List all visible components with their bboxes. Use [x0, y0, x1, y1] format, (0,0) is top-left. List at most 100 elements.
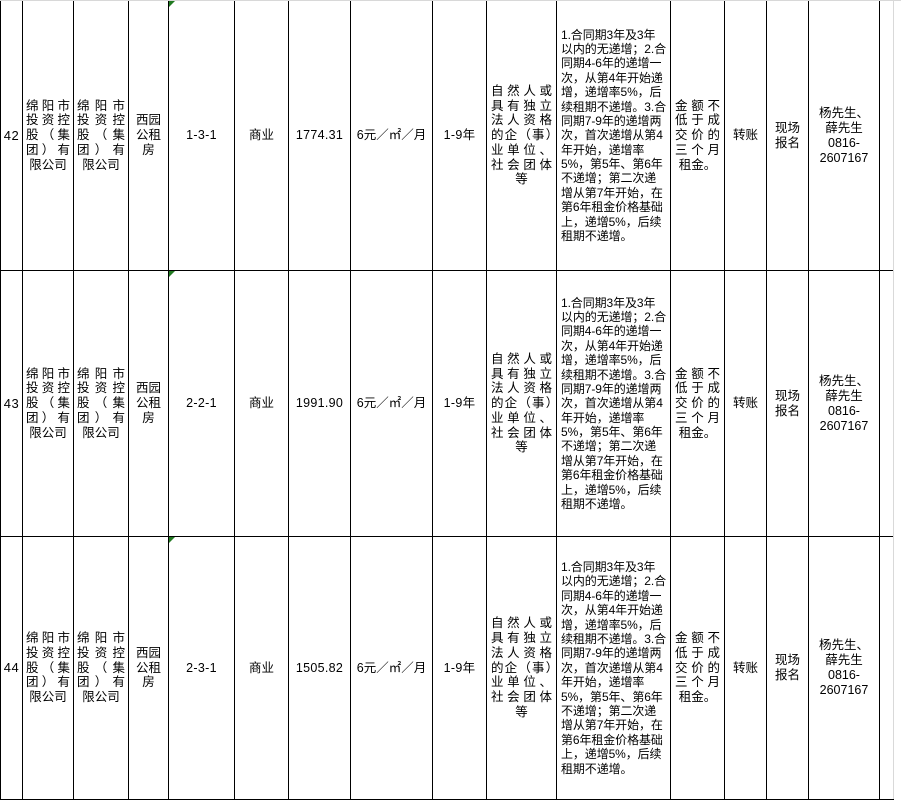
- contact-line-2: 薛先生: [825, 653, 863, 667]
- cell-rent-increment-policy[interactable]: 1.合同期3年及3年以内的无递增；2.合同期4-6年的递增一次，从第4年开始递增…: [556, 0, 671, 271]
- contact-line-3: 0816-: [828, 668, 860, 682]
- cell-serial-number[interactable]: 43: [0, 270, 23, 537]
- lease-term-text: 1-9年: [443, 660, 476, 675]
- cell-area[interactable]: 1774.31: [288, 0, 351, 271]
- payment-method-text: 转账: [732, 128, 758, 143]
- cell-unit-price[interactable]: 6元／㎡／月: [350, 0, 433, 271]
- cell-owner-unit[interactable]: 绵阳市投资控股（集团）有限公司: [22, 0, 74, 271]
- deposit-requirement-text: 金额不低于成交价的三个月租金。: [675, 98, 720, 172]
- cell-owner-unit[interactable]: 绵阳市投资控股（集团）有限公司: [22, 270, 74, 537]
- tenant-qualification-text: 自然人或具有独立法人资格的企（事）业单位、社会团体等: [491, 351, 552, 455]
- cell-spare-column[interactable]: [879, 536, 894, 800]
- table-row[interactable]: 44 绵阳市投资控股（集团）有限公司 绵阳市投资控股（集团）有限公司 西园公租房 2-3…: [0, 536, 894, 800]
- owner-unit-text: 绵阳市投资控股（集团）有限公司: [26, 631, 70, 705]
- management-unit-text: 绵阳市投资控股（集团）有限公司: [77, 98, 125, 172]
- cell-management-unit[interactable]: 绵阳市投资控股（集团）有限公司: [73, 536, 129, 800]
- contact-line-1: 杨先生、: [818, 105, 869, 120]
- cell-management-unit[interactable]: 绵阳市投资控股（集团）有限公司: [73, 270, 129, 537]
- cell-usage-type[interactable]: 商业: [234, 0, 289, 271]
- cell-tenant-qualification[interactable]: 自然人或具有独立法人资格的企（事）业单位、社会团体等: [486, 536, 557, 800]
- cell-contact-info[interactable]: 杨先生、 薛先生 0816- 2607167: [808, 0, 880, 271]
- cell-unit-price[interactable]: 6元／㎡／月: [350, 270, 433, 537]
- error-indicator-triangle-icon: [169, 271, 175, 277]
- management-unit-text: 绵阳市投资控股（集团）有限公司: [77, 366, 125, 440]
- cell-lease-term[interactable]: 1-9年: [432, 270, 487, 537]
- pale-gridline-right: [893, 0, 894, 799]
- contact-line-4: 2607167: [819, 150, 869, 165]
- cell-area[interactable]: 1991.90: [288, 270, 351, 537]
- cell-rent-increment-policy[interactable]: 1.合同期3年及3年以内的无递增；2.合同期4-6年的递增一次，从第4年开始递增…: [556, 270, 671, 537]
- cell-signup-method[interactable]: 现场报名: [766, 536, 809, 800]
- contact-line-3: 0816-: [828, 403, 860, 418]
- cell-house-code[interactable]: 2-3-1: [168, 536, 235, 800]
- cell-management-unit[interactable]: 绵阳市投资控股（集团）有限公司: [73, 0, 129, 271]
- cell-lease-term[interactable]: 1-9年: [432, 536, 487, 800]
- usage-type-text: 商业: [248, 660, 274, 675]
- cell-serial-number[interactable]: 42: [0, 0, 23, 271]
- unit-price-text: 6元／㎡／月: [356, 660, 427, 675]
- contact-line-4: 2607167: [819, 683, 869, 697]
- cell-unit-price[interactable]: 6元／㎡／月: [350, 536, 433, 800]
- cell-house-code[interactable]: 1-3-1: [168, 0, 235, 271]
- contact-line-1: 杨先生、: [818, 373, 869, 388]
- rent-increment-policy-text: 1.合同期3年及3年以内的无递增；2.合同期4-6年的递增一次，从第4年开始递增…: [561, 27, 667, 244]
- cell-signup-method[interactable]: 现场报名: [766, 270, 809, 537]
- cell-payment-method[interactable]: 转账: [724, 0, 767, 271]
- cell-tenant-qualification[interactable]: 自然人或具有独立法人资格的企（事）业单位、社会团体等: [486, 270, 557, 537]
- tenant-qualification-text: 自然人或具有独立法人资格的企（事）业单位、社会团体等: [491, 83, 552, 187]
- cell-project-name[interactable]: 西园公租房: [128, 536, 169, 800]
- rent-increment-policy-text: 1.合同期3年及3年以内的无递增；2.合同期4-6年的递增一次，从第4年开始递增…: [561, 560, 667, 776]
- owner-unit-text: 绵阳市投资控股（集团）有限公司: [26, 366, 70, 440]
- cell-serial-number[interactable]: 44: [0, 536, 23, 800]
- cell-deposit-requirement[interactable]: 金额不低于成交价的三个月租金。: [670, 270, 725, 537]
- payment-method-text: 转账: [732, 660, 758, 675]
- spare-column-text: [881, 135, 893, 137]
- table-row[interactable]: 42 绵阳市投资控股（集团）有限公司 绵阳市投资控股（集团）有限公司 西园公租房 1-3…: [0, 0, 894, 271]
- contact-info-text: 杨先生、 薛先生 0816- 2607167: [810, 105, 879, 167]
- cell-house-code[interactable]: 2-2-1: [168, 270, 235, 537]
- error-indicator-triangle-icon: [169, 537, 175, 543]
- contact-line-1: 杨先生、: [818, 638, 869, 652]
- area-text: 1505.82: [295, 660, 344, 675]
- area-text: 1774.31: [295, 128, 344, 143]
- area-text: 1991.90: [295, 396, 344, 411]
- cell-project-name[interactable]: 西园公租房: [128, 0, 169, 271]
- lease-term-text: 1-9年: [443, 396, 476, 411]
- cell-rent-increment-policy[interactable]: 1.合同期3年及3年以内的无递增；2.合同期4-6年的递增一次，从第4年开始递增…: [556, 536, 671, 800]
- cell-lease-term[interactable]: 1-9年: [432, 0, 487, 271]
- signup-method-text: 现场报名: [774, 653, 800, 682]
- cell-payment-method[interactable]: 转账: [724, 270, 767, 537]
- contact-line-2: 薛先生: [825, 120, 863, 135]
- contact-line-4: 2607167: [819, 418, 869, 433]
- usage-type-text: 商业: [248, 128, 274, 143]
- cell-deposit-requirement[interactable]: 金额不低于成交价的三个月租金。: [670, 536, 725, 800]
- cell-deposit-requirement[interactable]: 金额不低于成交价的三个月租金。: [670, 0, 725, 271]
- serial-number-text: 43: [3, 395, 20, 411]
- cell-contact-info[interactable]: 杨先生、 薛先生 0816- 2607167: [808, 270, 880, 537]
- cell-tenant-qualification[interactable]: 自然人或具有独立法人资格的企（事）业单位、社会团体等: [486, 0, 557, 271]
- cell-owner-unit[interactable]: 绵阳市投资控股（集团）有限公司: [22, 536, 74, 800]
- deposit-requirement-text: 金额不低于成交价的三个月租金。: [675, 366, 720, 440]
- cell-contact-info[interactable]: 杨先生、 薛先生 0816- 2607167: [808, 536, 880, 800]
- cell-area[interactable]: 1505.82: [288, 536, 351, 800]
- tenant-qualification-text: 自然人或具有独立法人资格的企（事）业单位、社会团体等: [491, 616, 552, 719]
- project-name-text: 西园公租房: [135, 645, 161, 690]
- cell-spare-column[interactable]: [879, 0, 894, 271]
- house-code-text: 2-3-1: [186, 660, 217, 675]
- cell-spare-column[interactable]: [879, 270, 894, 537]
- spare-column-text: [881, 667, 893, 669]
- cell-usage-type[interactable]: 商业: [234, 536, 289, 800]
- contact-info-text: 杨先生、 薛先生 0816- 2607167: [810, 637, 879, 699]
- serial-number-text: 44: [3, 660, 20, 676]
- cell-signup-method[interactable]: 现场报名: [766, 0, 809, 271]
- cell-project-name[interactable]: 西园公租房: [128, 270, 169, 537]
- cell-usage-type[interactable]: 商业: [234, 270, 289, 537]
- error-indicator-triangle-icon: [169, 1, 175, 7]
- serial-number-text: 42: [3, 127, 20, 143]
- table-row[interactable]: 43 绵阳市投资控股（集团）有限公司 绵阳市投资控股（集团）有限公司 西园公租房 2-2…: [0, 270, 894, 537]
- cell-payment-method[interactable]: 转账: [724, 536, 767, 800]
- payment-method-text: 转账: [732, 396, 758, 411]
